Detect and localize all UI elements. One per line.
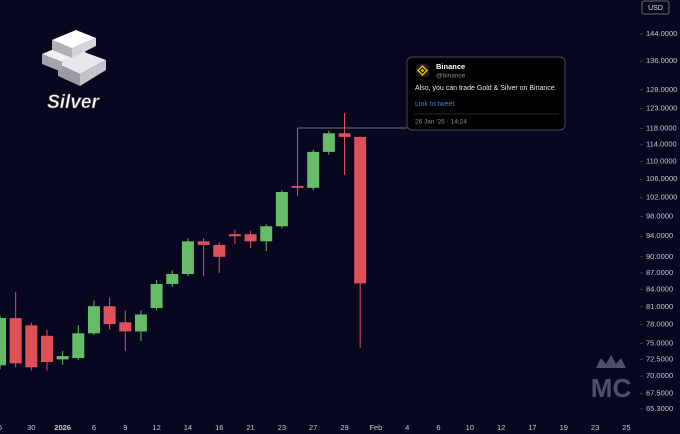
x-tick-label: 30 — [27, 423, 35, 432]
silver-icon — [42, 30, 106, 86]
candle-body — [40, 335, 53, 363]
y-tick-label: 110.0000 — [646, 157, 677, 166]
watermark: MC — [591, 355, 632, 403]
candle-body — [197, 241, 210, 245]
candle-body — [150, 283, 163, 308]
y-tick-label: 67.5000 — [646, 388, 673, 397]
candle-body — [103, 306, 116, 325]
y-tick-label: 87.0000 — [646, 268, 673, 277]
x-tick-label: 4 — [405, 423, 409, 432]
candle-body — [338, 133, 351, 137]
x-tick-label: 6 — [92, 423, 96, 432]
x-tick-label: 21 — [246, 423, 254, 432]
x-tick-label: 12 — [152, 423, 160, 432]
candle-body — [228, 234, 241, 237]
tweet-link[interactable]: Link to tweet — [415, 101, 454, 108]
y-tick-label: 81.0000 — [646, 302, 673, 311]
tweet-handle: @binance — [436, 73, 466, 80]
currency-box — [641, 0, 670, 15]
y-tick-label: 70.0000 — [646, 371, 673, 380]
y-tick-label: 90.0000 — [646, 252, 673, 261]
plot-area: 65.3000 67.5000 70.0000 72.5000 75.0000 78.00… — [0, 29, 677, 432]
candle-body — [25, 325, 38, 368]
x-tick-label: 14 — [184, 423, 192, 432]
currency-label: USD — [648, 5, 663, 12]
candle-body — [134, 314, 147, 332]
binance-icon-center — [420, 68, 425, 73]
tweet-author: Binance — [436, 62, 465, 71]
candle-body — [291, 186, 304, 188]
candle-body — [260, 226, 273, 242]
x-tick-label: 6 — [436, 423, 440, 432]
x-tick-label: 25 — [622, 423, 630, 432]
candle-body — [166, 274, 179, 284]
x-tick-label: 27 — [309, 423, 317, 432]
tweet-card: Binance @binance Also, you can trade Gol… — [406, 56, 566, 131]
candle-body — [244, 234, 257, 242]
x-tick-label: 12 — [497, 423, 505, 432]
y-tick-label: 75.0000 — [646, 338, 673, 347]
y-tick-label: 144.0000 — [646, 29, 677, 38]
candle-body — [307, 151, 320, 188]
tweet-card-box — [406, 56, 566, 131]
x-tick-label: 23 — [591, 423, 599, 432]
candle-body — [0, 318, 6, 366]
y-tick-label: 78.0000 — [646, 320, 673, 329]
y-tick-label: 106.0000 — [646, 174, 677, 183]
y-tick-label: 123.0000 — [646, 104, 677, 113]
y-tick-label: 102.0000 — [646, 192, 677, 201]
x-tick-label: 19 — [560, 423, 568, 432]
x-tick-label: 2026 — [54, 423, 71, 432]
x-tick-label: 9 — [123, 423, 127, 432]
y-tick-label: 98.0000 — [646, 211, 673, 220]
candle-body — [181, 241, 194, 275]
y-tick-label: 65.3000 — [646, 404, 673, 413]
candle-body — [275, 191, 288, 227]
y-tick-label: 128.0000 — [646, 85, 677, 94]
y-tick-label: 72.5000 — [646, 354, 673, 363]
x-tick-label: Feb — [369, 423, 382, 432]
binance-icon — [417, 65, 428, 76]
candle-body — [87, 306, 100, 334]
y-tick-label: 114.0000 — [646, 140, 677, 149]
candle-body — [9, 318, 22, 364]
watermark-text: MC — [591, 373, 632, 403]
candle-body — [56, 356, 69, 360]
x-tick-label: 29 — [340, 423, 348, 432]
candle-body — [354, 136, 367, 284]
x-tick-label: 5 — [0, 423, 2, 432]
y-tick-label: 118.0000 — [646, 123, 677, 132]
candle-body — [213, 244, 226, 257]
candle-body — [119, 322, 132, 332]
candle-body — [322, 133, 335, 152]
x-tick-label: 10 — [466, 423, 474, 432]
tweet-time: 26 Jan '26 · 14:24 — [415, 119, 467, 126]
y-tick-label: 84.0000 — [646, 285, 673, 294]
y-tick-label: 94.0000 — [646, 231, 673, 240]
tweet-text: Also, you can trade Gold & Silver on Bin… — [415, 85, 557, 92]
logo-text: Silver — [47, 92, 100, 113]
x-tick-label: 17 — [528, 423, 536, 432]
y-tick-label: 136.0000 — [646, 56, 677, 65]
candle-body — [72, 333, 85, 359]
x-tick-label: 16 — [215, 423, 223, 432]
x-tick-label: 23 — [278, 423, 286, 432]
